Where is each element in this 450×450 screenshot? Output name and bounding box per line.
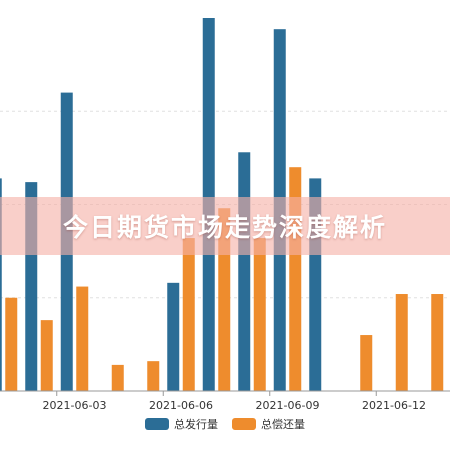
x-tick-label: 2021-06-03 [43, 399, 107, 412]
legend-item-issue[interactable]: 总发行量 [145, 416, 218, 432]
title-banner: 今日期货市场走势深度解析 [0, 197, 450, 255]
legend: 总发行量 总偿还量 [0, 414, 450, 434]
x-tick-label: 2021-06-06 [149, 399, 213, 412]
bar-repay [111, 364, 124, 391]
legend-item-repay[interactable]: 总偿还量 [232, 416, 305, 432]
legend-label-repay: 总偿还量 [261, 418, 305, 431]
legend-label-issue: 总发行量 [174, 418, 218, 431]
x-tick-label: 2021-06-12 [362, 399, 426, 412]
bar-repay [182, 238, 195, 391]
bar-repay [40, 320, 53, 391]
legend-swatch-issue [145, 418, 169, 430]
bar-repay [360, 335, 373, 391]
bar-issue [238, 152, 251, 391]
bar-repay [395, 294, 408, 391]
bar-repay [5, 297, 18, 391]
bar-issue [167, 282, 180, 391]
bar-issue [0, 178, 2, 391]
legend-swatch-repay [232, 418, 256, 430]
bar-repay [147, 361, 160, 391]
bar-repay [253, 238, 266, 391]
banner-title: 今日期货市场走势深度解析 [62, 213, 387, 242]
x-tick-label: 2021-06-09 [256, 399, 320, 412]
bar-repay [76, 286, 89, 391]
bar-repay [431, 294, 444, 391]
